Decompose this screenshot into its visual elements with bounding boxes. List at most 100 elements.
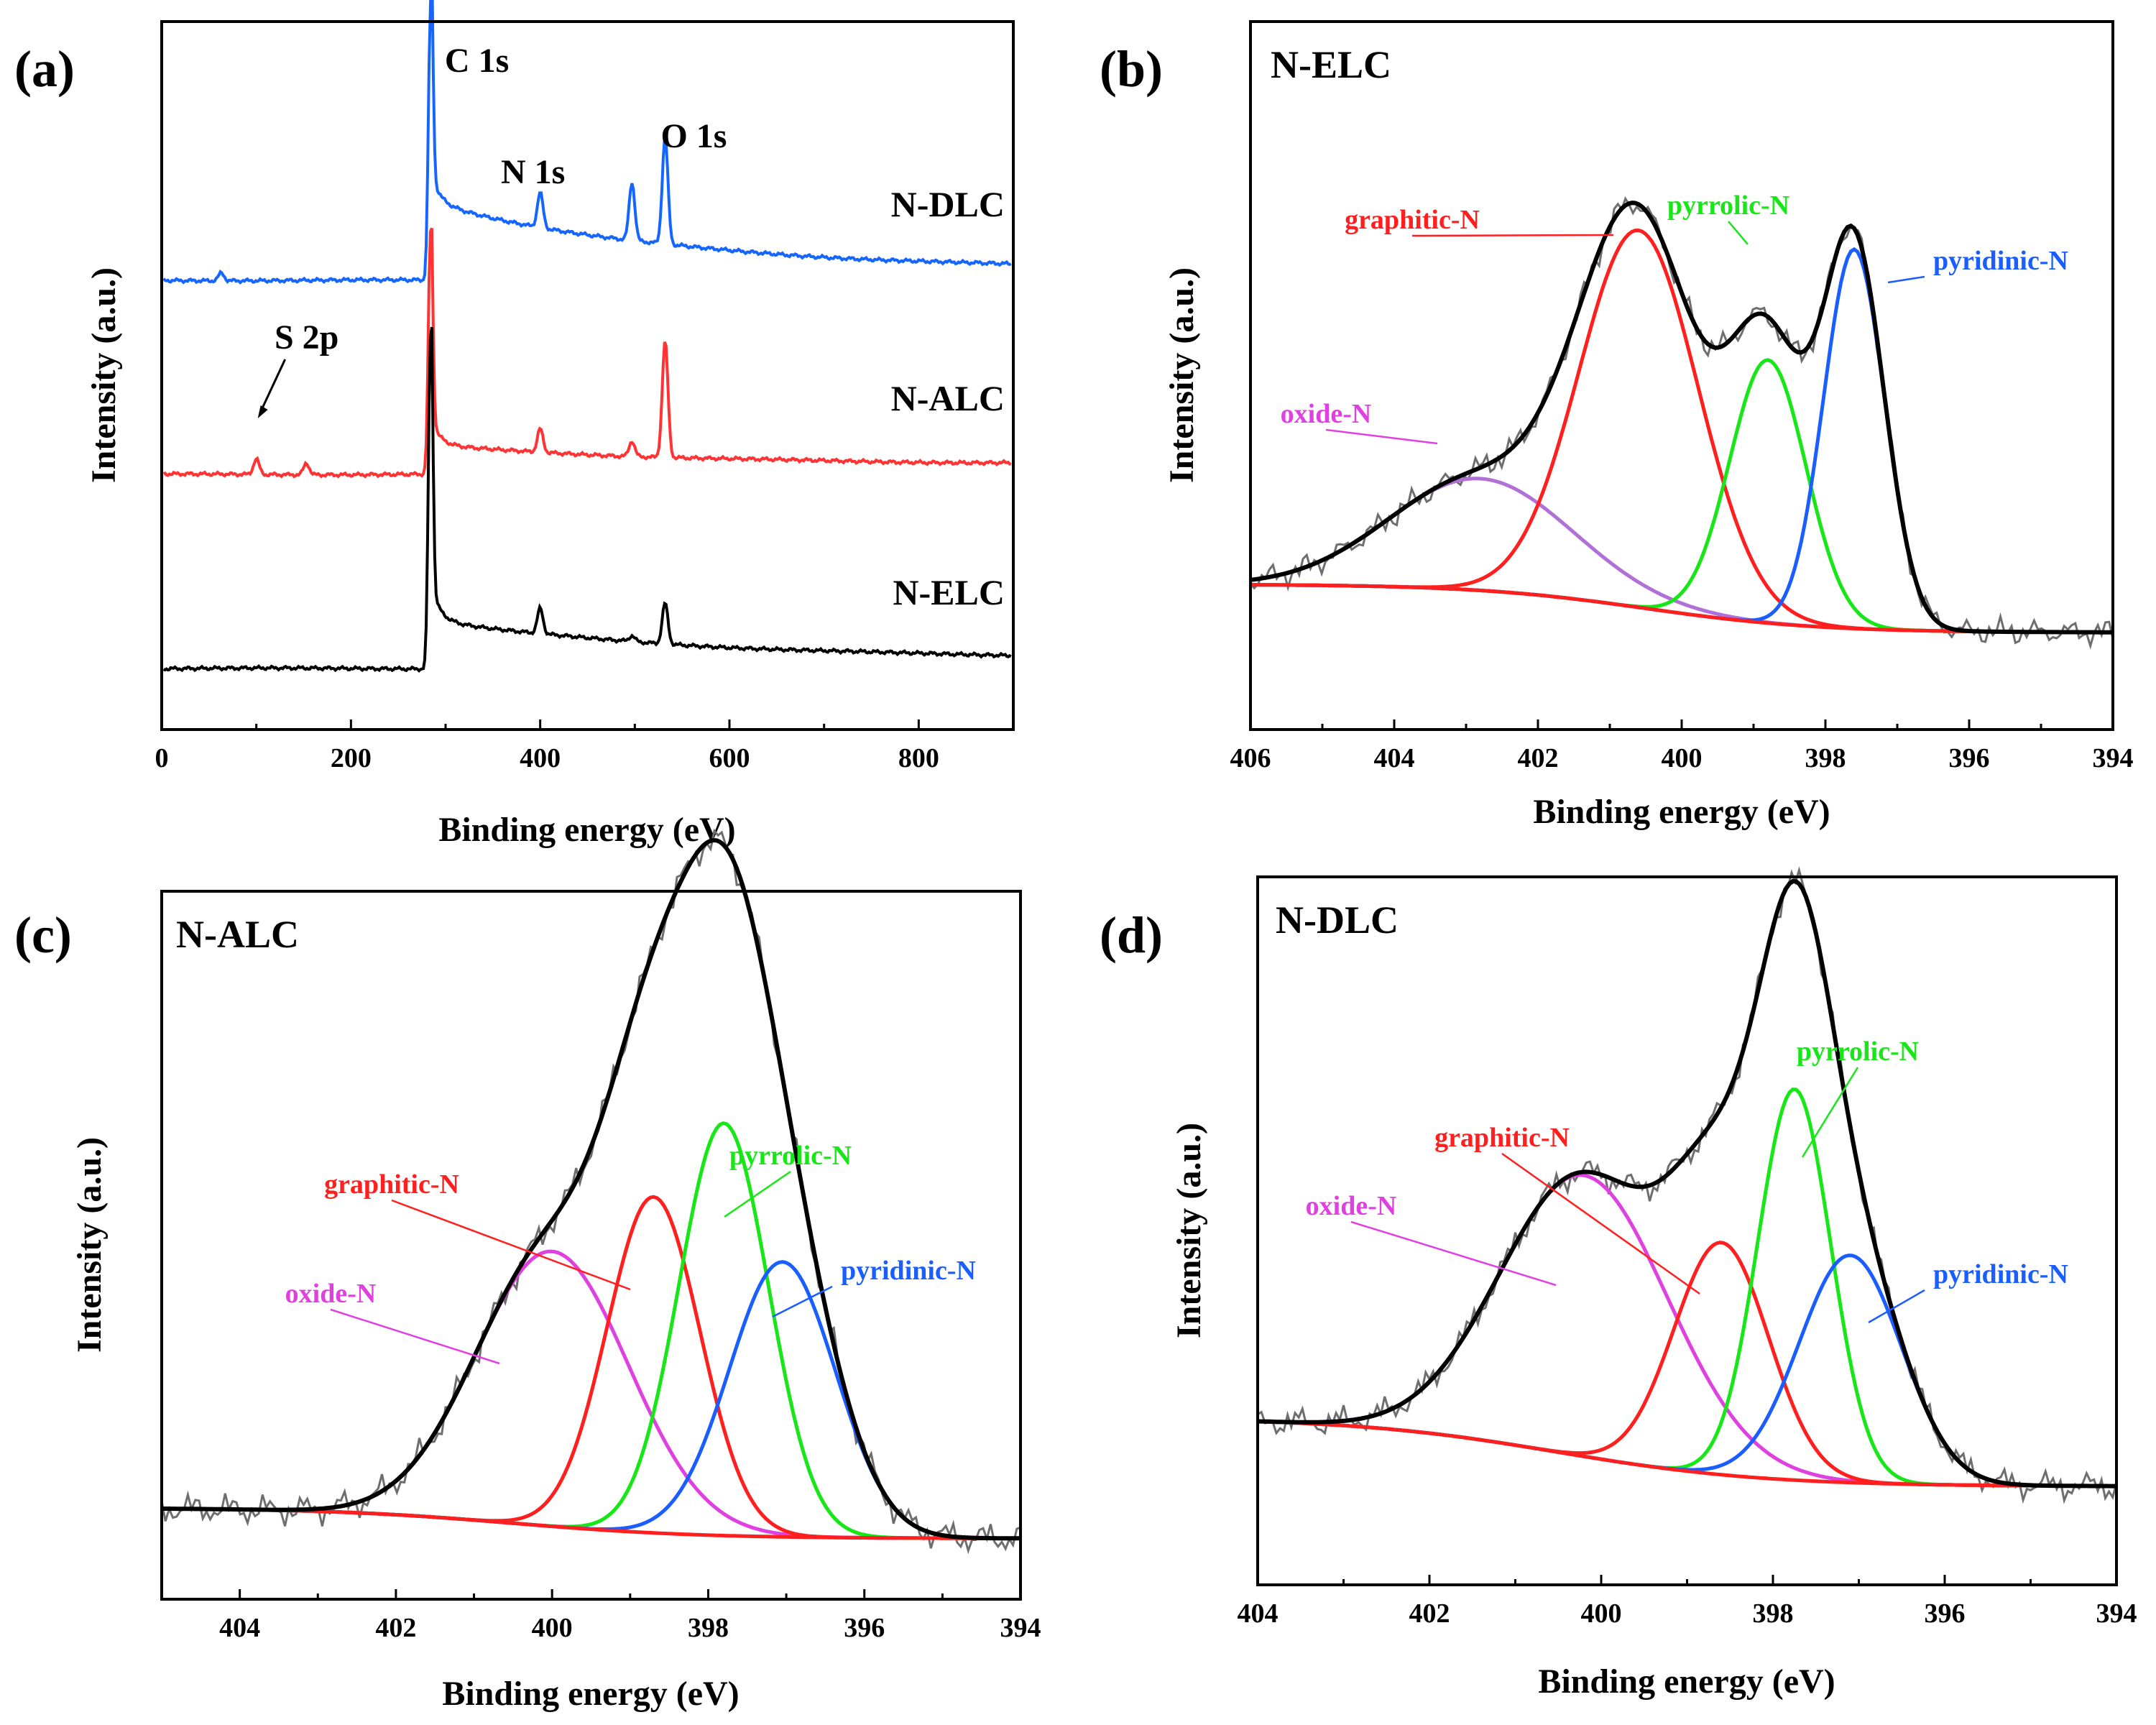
component-oxide-n [1250, 477, 2113, 635]
arrow-oxide-n [1325, 428, 1438, 445]
sample-title-d: N-DLC [1276, 898, 1399, 942]
component-labels-c: oxide-N graphitic-N pyrrolic-N pyridinic-N [285, 1141, 976, 1365]
label-graphitic-n: graphitic-N [1434, 1123, 1570, 1153]
x-tick-label: 404 [1374, 743, 1415, 773]
component-pyrrolic-n [1250, 358, 2113, 635]
label-pyridinic-n: pyridinic-N [1933, 1259, 2068, 1289]
survey-line-n-alc [162, 227, 1012, 479]
raw-spectrum [1257, 866, 2118, 1504]
x-tick-label: 800 [898, 743, 939, 773]
component-pyridinic-n [1250, 247, 2113, 635]
x-tick-label: 200 [331, 743, 372, 773]
x-tick-label: 600 [709, 743, 750, 773]
panel-c: (c) oxide-N graphitic-N pyrrolic-N pyridini… [14, 828, 1041, 1713]
survey-line-n-elc [162, 326, 1012, 673]
x-tick-label: 394 [2096, 1598, 2137, 1629]
y-axis-label-b: Intensity (a.u.) [1163, 267, 1201, 483]
x-tick-label: 404 [219, 1613, 260, 1643]
x-ticks-b: 406 404 402 400 398 396 394 [1230, 719, 2134, 773]
label-graphitic-n: graphitic-N [1345, 205, 1480, 235]
envelope-fit [162, 837, 1021, 1541]
n1s-curves-c [160, 828, 1021, 1555]
label-pyrrolic-n: pyrrolic-N [1797, 1036, 1919, 1067]
arrow-graphitic-n [391, 1199, 631, 1291]
x-tick-label: 396 [1925, 1598, 1966, 1629]
arrow-graphitic-n [1411, 234, 1614, 237]
x-ticks-a: 0 200 400 600 800 [155, 719, 1015, 773]
x-axis-label-a: Binding energy (eV) [438, 811, 735, 849]
survey-line-n-dlc [162, 0, 1012, 285]
component-pyrrolic-n [162, 1121, 1021, 1540]
component-labels-d: oxide-N graphitic-N pyrrolic-N pyridinic-N [1306, 1036, 2068, 1324]
s2p-arrow-head [257, 405, 268, 418]
panel-d: (d) oxide-N graphitic-N pyrrolic-N pyridini… [1100, 866, 2137, 1701]
label-pyrrolic-n: pyrrolic-N [1667, 190, 1789, 221]
panel-tag-d: (d) [1100, 906, 1163, 964]
label-oxide-n: oxide-N [285, 1279, 377, 1309]
x-tick-label: 400 [520, 743, 561, 773]
panel-tag-c: (c) [14, 906, 72, 964]
y-axis-label-d: Intensity (a.u.) [1170, 1123, 1208, 1338]
x-tick-label: 398 [1805, 743, 1846, 773]
series-label-n-dlc: N-DLC [891, 184, 1005, 224]
x-tick-label: 398 [688, 1613, 729, 1643]
envelope-fit [1257, 879, 2116, 1489]
component-graphitic-n [162, 1195, 1021, 1540]
x-ticks-c: 404 402 400 398 396 394 [160, 1589, 1041, 1643]
x-tick-label: 398 [1753, 1598, 1794, 1629]
axes-frame-a [160, 20, 1015, 731]
n1s-curves-b [1249, 196, 2114, 650]
label-pyrrolic-n: pyrrolic-N [729, 1141, 852, 1171]
baseline-curve [1257, 1420, 2116, 1489]
x-tick-label: 394 [2093, 743, 2134, 773]
survey-labels: N-DLC N-ALC N-ELC C 1s N 1s O 1s S 2p [257, 42, 1005, 612]
x-axis-label-c: Binding energy (eV) [442, 1675, 739, 1713]
axes-frame-c [160, 890, 1022, 1601]
component-oxide-n [1257, 1173, 2116, 1489]
peak-label-s2p: S 2p [275, 318, 338, 356]
x-tick-label: 394 [1000, 1613, 1041, 1643]
label-pyridinic-n: pyridinic-N [841, 1256, 976, 1286]
survey-curves [162, 0, 1012, 673]
x-tick-label: 396 [1949, 743, 1990, 773]
panel-tag-b: (b) [1100, 40, 1163, 98]
panel-a: (a) N-DLC N-ALC N-ELC C 1s N 1s O 1s S 2p 0 200… [14, 0, 1015, 849]
arrow-pyrrolic-n [724, 1170, 791, 1218]
x-axis-label-b: Binding energy (eV) [1533, 793, 1830, 831]
x-tick-label: 0 [155, 743, 169, 773]
arrow-pyridinic-n [1868, 1289, 1925, 1324]
arrow-pyridinic-n [772, 1285, 833, 1318]
label-pyridinic-n: pyridinic-N [1933, 246, 2068, 276]
x-tick-label: 402 [1409, 1598, 1450, 1629]
y-axis-label-a: Intensity (a.u.) [85, 267, 123, 483]
axes-frame-b [1249, 20, 2114, 731]
x-ticks-d: 404 402 400 398 396 394 [1238, 1575, 2137, 1629]
label-oxide-n: oxide-N [1281, 399, 1372, 429]
panel-tag-a: (a) [14, 40, 75, 98]
arrow-oxide-n [330, 1308, 500, 1365]
n1s-curves-d [1257, 866, 2118, 1504]
x-tick-label: 396 [844, 1613, 885, 1643]
y-axis-label-c: Intensity (a.u.) [70, 1137, 109, 1353]
arrow-graphitic-n [1501, 1152, 1700, 1295]
x-axis-label-d: Binding energy (eV) [1538, 1662, 1835, 1701]
series-label-n-alc: N-ALC [891, 378, 1005, 418]
peak-label-c1s: C 1s [445, 42, 509, 80]
peak-label-n1s: N 1s [501, 153, 565, 191]
x-tick-label: 404 [1238, 1598, 1279, 1629]
label-graphitic-n: graphitic-N [324, 1169, 459, 1200]
x-tick-label: 402 [1518, 743, 1559, 773]
x-tick-label: 400 [1662, 743, 1703, 773]
arrow-pyridinic-n [1887, 275, 1925, 284]
x-tick-label: 406 [1230, 743, 1271, 773]
arrow-pyrrolic-n [1728, 221, 1749, 245]
label-oxide-n: oxide-N [1306, 1191, 1397, 1221]
peak-label-o1s: O 1s [660, 117, 727, 155]
x-tick-label: 402 [375, 1613, 416, 1643]
arrow-oxide-n [1350, 1220, 1557, 1287]
panel-b: (b) oxide-N graphitic-N pyrrolic-N pyridini… [1100, 20, 2134, 831]
component-labels-b: oxide-N graphitic-N pyrrolic-N pyridinic-N [1281, 190, 2068, 445]
envelope-fit [1250, 201, 2113, 635]
sample-title-c: N-ALC [176, 913, 299, 956]
